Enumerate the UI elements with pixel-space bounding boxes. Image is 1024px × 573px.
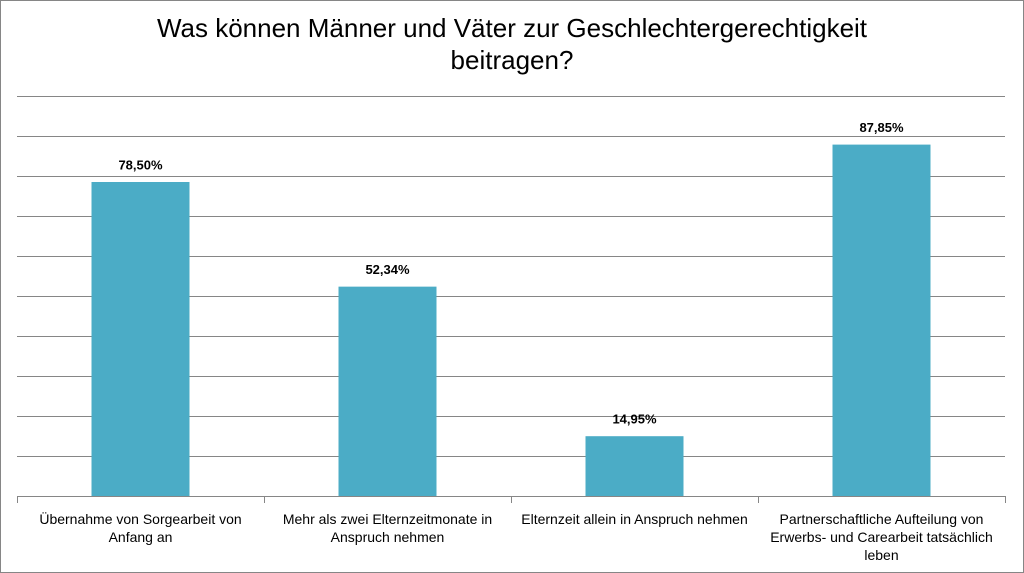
bar (585, 436, 684, 496)
chart-title: Was können Männer und Väter zur Geschlec… (156, 13, 868, 75)
x-tick-label: Mehr als zwei Elternzeitmonate in Anspru… (282, 511, 493, 545)
data-label: 52,34% (365, 262, 410, 277)
data-label: 14,95% (612, 412, 657, 427)
bar (338, 286, 437, 496)
x-tick-label: Übernahme von Sorgearbeit von Anfang an (39, 511, 242, 545)
x-tick-label: Partnerschaftliche Aufteilung von Erwerb… (770, 511, 993, 563)
x-tick-label: Elternzeit allein in Anspruch nehmen (521, 511, 748, 527)
bar (832, 144, 931, 496)
data-label: 87,85% (859, 120, 904, 135)
data-label: 78,50% (118, 157, 163, 172)
bar (91, 182, 190, 496)
